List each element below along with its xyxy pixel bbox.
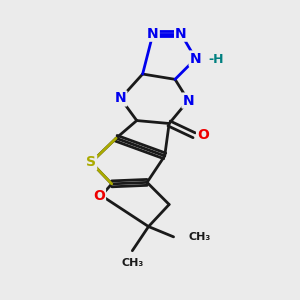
Text: O: O	[93, 189, 105, 202]
Text: -H: -H	[208, 53, 224, 66]
Text: N: N	[175, 27, 187, 41]
Text: N: N	[190, 52, 202, 66]
Text: N: N	[115, 92, 126, 106]
Text: N: N	[190, 52, 202, 66]
Text: S: S	[86, 155, 96, 170]
Text: N: N	[182, 94, 194, 107]
Text: N: N	[147, 27, 159, 41]
Text: O: O	[197, 128, 209, 142]
Text: CH₃: CH₃	[188, 232, 211, 242]
Text: CH₃: CH₃	[121, 258, 143, 268]
